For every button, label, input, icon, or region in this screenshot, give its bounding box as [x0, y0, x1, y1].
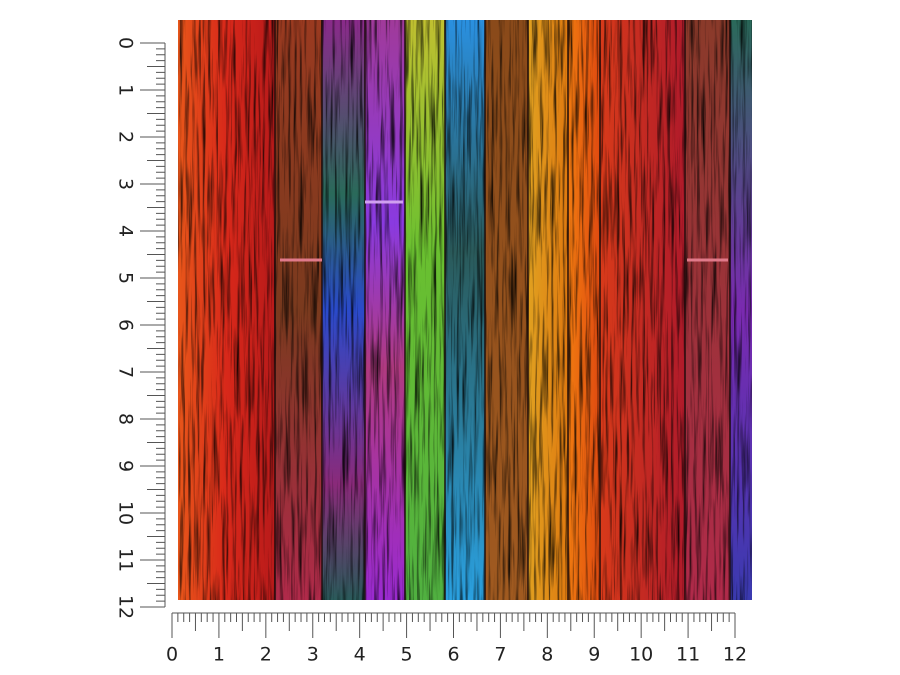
ruler-label: 2 [260, 644, 272, 666]
ruler-label: 11 [115, 548, 137, 572]
ruler-label: 3 [307, 644, 319, 666]
ruler-label: 1 [115, 84, 137, 96]
wood-pattern [178, 20, 752, 600]
ruler-label: 0 [115, 37, 137, 49]
ruler-label: 11 [676, 644, 700, 666]
ruler-label: 6 [447, 644, 459, 666]
ruler-label: 0 [166, 644, 178, 666]
ruler-label: 2 [115, 131, 137, 143]
ruler-label: 6 [115, 319, 137, 331]
ruler-label: 4 [354, 644, 366, 666]
ruler-label: 9 [115, 460, 137, 472]
ruler-label: 9 [588, 644, 600, 666]
ruler-label: 5 [115, 272, 137, 284]
ruler-label: 7 [115, 366, 137, 378]
ruler-label: 4 [115, 225, 137, 237]
ruler-label: 8 [541, 644, 553, 666]
ruler-label: 7 [494, 644, 506, 666]
ruler-label: 12 [723, 644, 747, 666]
ruler-label: 10 [629, 644, 653, 666]
ruler-label: 5 [401, 644, 413, 666]
ruler-label: 12 [115, 595, 137, 619]
ruler-label: 3 [115, 178, 137, 190]
ruler-label: 1 [213, 644, 225, 666]
ruler-label: 8 [115, 413, 137, 425]
ruler-label: 10 [115, 501, 137, 525]
